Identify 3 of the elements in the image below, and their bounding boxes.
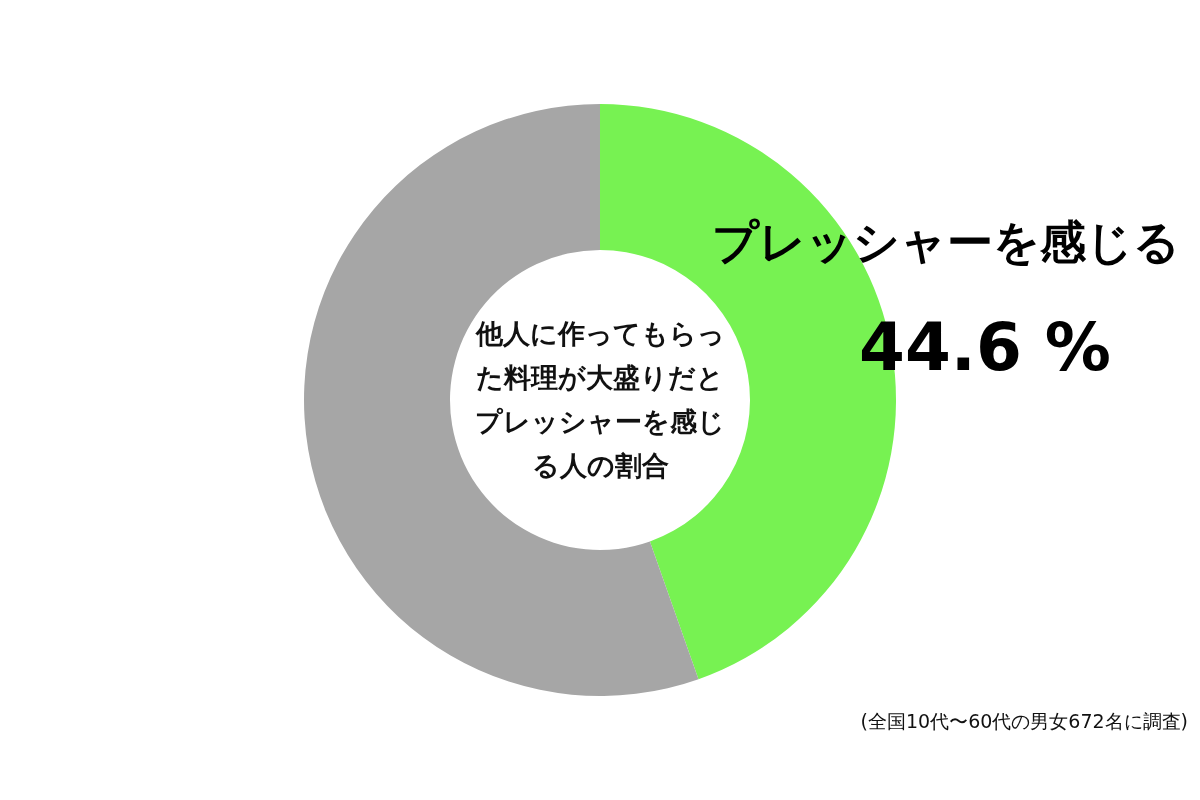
- text: 他人に作ってもらった料理が大盛りだとプレッシャーを感じる人の割合: [474, 317, 726, 483]
- text: (全国10代〜60代の男女672名に調査): [860, 710, 1188, 732]
- slice-label: プレッシャーを感じる: [712, 215, 1180, 269]
